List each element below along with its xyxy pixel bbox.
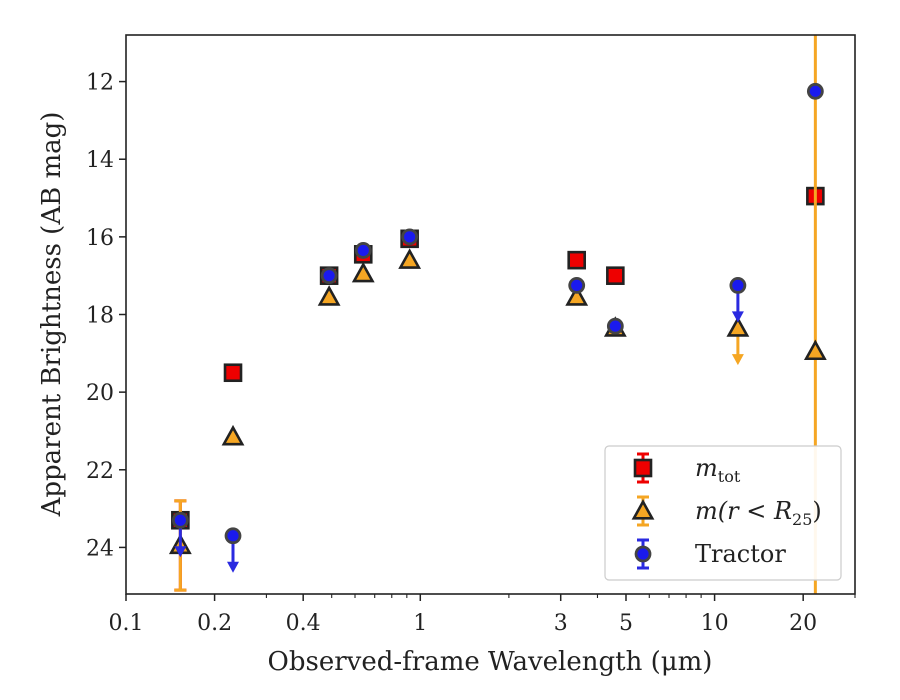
x-tick-label: 0.4 [286, 611, 321, 636]
y-tick-label: 12 [86, 71, 114, 96]
y-tick-label: 16 [86, 226, 114, 251]
x-tick-label: 1 [413, 611, 427, 636]
data-point [806, 82, 824, 100]
legend-marker [634, 545, 652, 563]
data-point [606, 266, 625, 285]
y-tick-label: 18 [86, 304, 114, 329]
y-tick-label: 20 [86, 381, 114, 406]
x-axis-label: Observed-frame Wavelength (μm) [268, 647, 713, 677]
legend-box [604, 445, 842, 581]
upper-limit-arrowhead [731, 311, 744, 323]
data-point [401, 228, 419, 246]
data-point [354, 242, 372, 259]
legend-label: m(r < R25) [695, 497, 822, 529]
x-tick-label: 3 [554, 611, 568, 636]
y-axis-label: Apparent Brightness (AB mag) [37, 112, 67, 518]
x-tick-label: 10 [701, 611, 729, 636]
data-point [565, 285, 589, 306]
data-point [223, 363, 243, 383]
x-tick-label: 0.2 [197, 611, 232, 636]
data-point [317, 285, 341, 306]
legend-label: Tractor [695, 540, 786, 568]
data-point [726, 316, 750, 337]
data-point [729, 276, 747, 294]
data-point [351, 261, 375, 283]
legend-label: mtot [695, 454, 741, 486]
x-tick-label: 5 [619, 611, 633, 636]
y-tick-label: 14 [86, 148, 114, 173]
data-point [320, 267, 338, 285]
upper-limit-arrowhead [174, 546, 187, 558]
y-tick-label: 22 [86, 459, 114, 484]
data-point [606, 317, 624, 335]
upper-limit-arrowhead [227, 561, 240, 573]
data-point [398, 248, 422, 269]
legend: mtot m(r < R25) Tractor [604, 445, 842, 581]
x-tick-label: 20 [789, 611, 817, 636]
legend-marker [631, 499, 655, 520]
data-point [171, 511, 189, 529]
series-circle [171, 82, 824, 573]
upper-limit-arrowhead [731, 354, 744, 366]
data-point [567, 250, 587, 270]
data-point [224, 527, 242, 545]
y-tick-label: 24 [86, 536, 114, 561]
data-point [803, 339, 827, 361]
x-tick-label: 0.1 [109, 611, 144, 636]
legend-marker [633, 458, 653, 478]
data-point [221, 424, 245, 446]
data-point [568, 276, 586, 294]
